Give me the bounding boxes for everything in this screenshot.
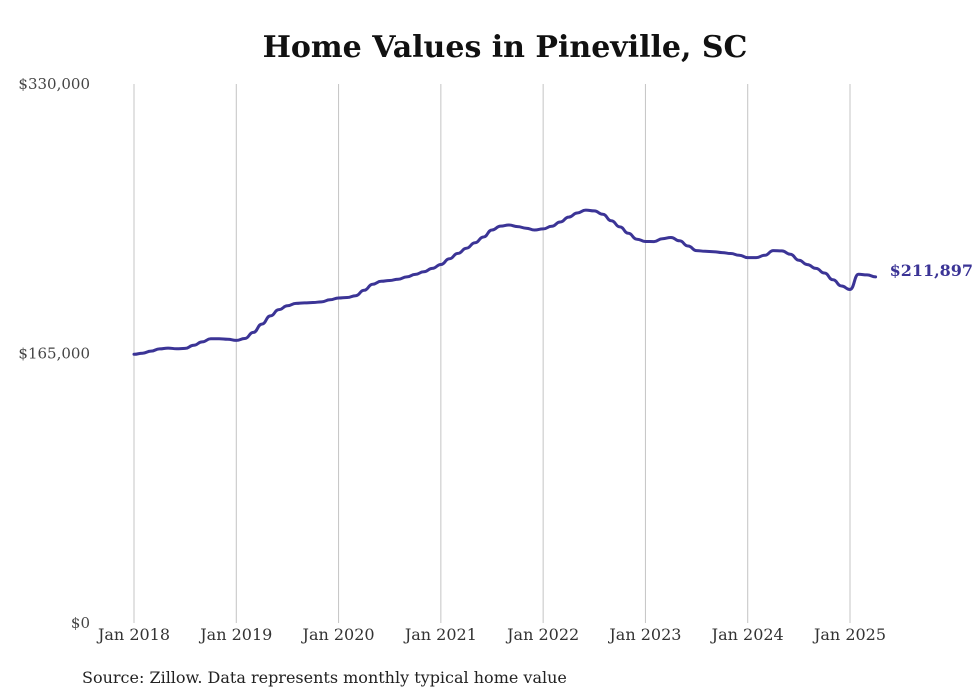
label-layer: $211,897 <box>890 261 974 280</box>
source-note: Source: Zillow. Data represents monthly … <box>82 668 567 687</box>
gridlines <box>133 84 851 623</box>
x-tick-label: Jan 2023 <box>607 625 681 644</box>
y-tick-label: $0 <box>71 614 90 632</box>
x-tick-label: Jan 2022 <box>505 625 579 644</box>
x-tick-label: Jan 2024 <box>710 625 784 644</box>
x-tick-label: Jan 2018 <box>96 625 170 644</box>
x-tick-label: Jan 2019 <box>198 625 272 644</box>
series-line <box>132 208 878 356</box>
x-tick-label: Jan 2020 <box>301 625 375 644</box>
series-layer <box>132 208 878 356</box>
x-axis-ticks: Jan 2018 Jan 2019 Jan 2020 Jan 2021 Jan 2022… <box>96 625 886 644</box>
x-tick-label: Jan 2025 <box>812 625 886 644</box>
chart-title: Home Values in Pineville, SC <box>262 30 748 65</box>
x-tick-label: Jan 2021 <box>403 625 477 644</box>
y-axis-ticks: $0 $165,000 $330,000 <box>18 75 90 632</box>
end-value-label: $211,897 <box>890 261 974 280</box>
y-tick-label: $165,000 <box>18 345 90 363</box>
y-tick-label: $330,000 <box>18 75 90 93</box>
